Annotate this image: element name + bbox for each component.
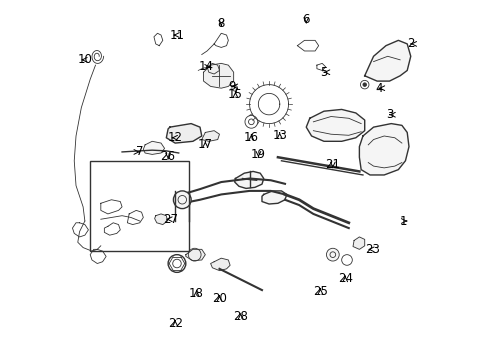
Polygon shape <box>364 40 410 81</box>
Text: 8: 8 <box>217 17 225 30</box>
Text: 20: 20 <box>212 292 227 305</box>
Circle shape <box>362 83 366 86</box>
Polygon shape <box>185 249 205 261</box>
Polygon shape <box>261 191 286 204</box>
Circle shape <box>173 191 191 208</box>
Text: 4: 4 <box>375 82 384 95</box>
Text: 9: 9 <box>228 80 237 93</box>
Polygon shape <box>143 141 164 155</box>
Text: 26: 26 <box>160 150 175 162</box>
Text: 14: 14 <box>199 60 214 74</box>
Polygon shape <box>305 110 364 141</box>
Text: 10: 10 <box>77 53 92 66</box>
Text: 21: 21 <box>325 159 340 171</box>
Text: 15: 15 <box>227 88 242 101</box>
Text: 7: 7 <box>134 145 143 159</box>
Polygon shape <box>234 171 263 188</box>
Text: 2: 2 <box>407 37 416 50</box>
Text: 17: 17 <box>197 138 212 151</box>
Text: 19: 19 <box>250 148 265 161</box>
Polygon shape <box>201 131 219 141</box>
Text: 28: 28 <box>233 310 248 323</box>
Text: 13: 13 <box>272 129 287 142</box>
Polygon shape <box>352 237 364 249</box>
Text: 12: 12 <box>168 131 183 144</box>
Text: 16: 16 <box>243 131 258 144</box>
Bar <box>90 161 189 251</box>
Polygon shape <box>203 64 233 88</box>
Text: 22: 22 <box>167 317 182 330</box>
Text: 23: 23 <box>364 243 379 256</box>
Text: 6: 6 <box>302 13 309 26</box>
Polygon shape <box>359 124 408 175</box>
Text: 5: 5 <box>320 66 329 79</box>
Polygon shape <box>210 258 229 271</box>
Text: 25: 25 <box>312 285 327 298</box>
Polygon shape <box>166 124 201 143</box>
Polygon shape <box>154 214 167 225</box>
Text: 11: 11 <box>169 29 184 41</box>
Text: 18: 18 <box>189 287 203 300</box>
Text: 1: 1 <box>399 215 407 227</box>
Text: 24: 24 <box>337 272 352 285</box>
Circle shape <box>326 248 338 261</box>
Text: 3: 3 <box>385 108 394 121</box>
Text: 27: 27 <box>163 213 178 226</box>
